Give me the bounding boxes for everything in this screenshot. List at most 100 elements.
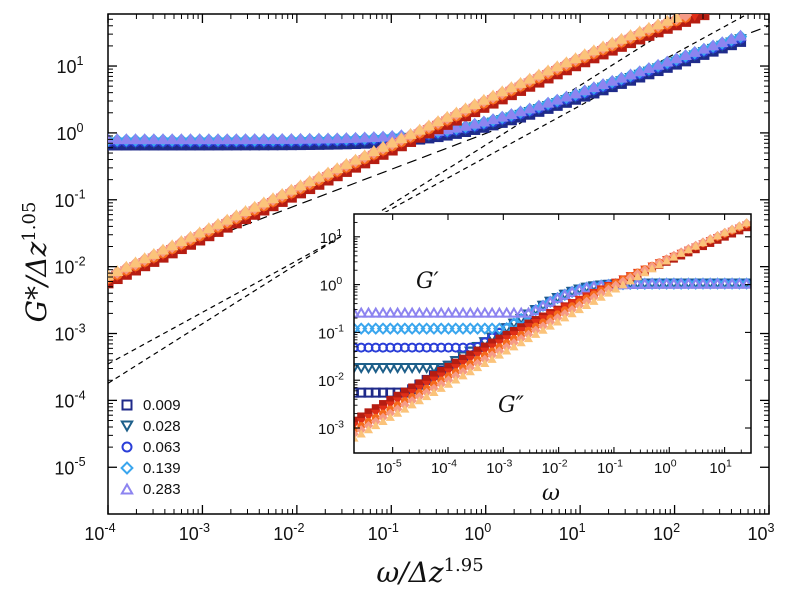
inset-point bbox=[459, 354, 468, 363]
main-point bbox=[605, 74, 619, 86]
main-point bbox=[211, 133, 225, 145]
main-point bbox=[376, 130, 390, 142]
main-point bbox=[605, 36, 619, 48]
main-point bbox=[376, 140, 390, 152]
inset-point bbox=[507, 306, 521, 318]
inset-point bbox=[407, 400, 417, 409]
main-point bbox=[202, 222, 216, 234]
inset-point bbox=[711, 277, 724, 289]
main-point bbox=[578, 48, 592, 60]
main-point bbox=[596, 77, 610, 89]
inset-point bbox=[443, 379, 454, 388]
inset-point bbox=[689, 277, 703, 289]
legend-label: 0.009 bbox=[143, 397, 181, 414]
main-point bbox=[560, 90, 573, 102]
main-point bbox=[358, 149, 372, 161]
main-point bbox=[330, 162, 344, 174]
main-point bbox=[679, 49, 692, 61]
main-x-tick-label: 10-2 bbox=[273, 521, 304, 544]
main-point bbox=[330, 132, 344, 144]
inset-point bbox=[603, 288, 614, 297]
main-point bbox=[303, 132, 317, 144]
inset-point bbox=[422, 375, 431, 384]
inset-point bbox=[393, 391, 402, 400]
inset-point bbox=[400, 387, 409, 396]
inset-point bbox=[502, 346, 512, 355]
inset-point bbox=[740, 277, 751, 289]
inset-point bbox=[638, 277, 652, 289]
main-x-tick-label: 10-3 bbox=[179, 521, 210, 544]
inset-point bbox=[386, 395, 395, 404]
main-point bbox=[294, 132, 307, 144]
inset-x-tick-label: 10-3 bbox=[486, 457, 512, 477]
main-x-tick-label: 102 bbox=[653, 521, 680, 544]
inset-point bbox=[647, 264, 657, 273]
inset-point bbox=[405, 363, 419, 375]
main-point bbox=[230, 209, 243, 221]
main-point bbox=[110, 264, 124, 276]
inset-point bbox=[495, 334, 504, 343]
main-point bbox=[706, 39, 720, 51]
main-point bbox=[587, 81, 601, 93]
inset-point bbox=[362, 363, 375, 375]
main-point bbox=[303, 175, 317, 187]
main-y-tick-label: 100 bbox=[56, 121, 83, 144]
inset-point bbox=[363, 425, 374, 434]
main-point bbox=[340, 132, 353, 144]
main-point bbox=[211, 217, 225, 229]
inset-point bbox=[436, 383, 446, 392]
main-point bbox=[156, 133, 170, 145]
main-y-tick-label: 10-5 bbox=[54, 455, 85, 478]
main-point bbox=[175, 234, 188, 246]
main-point bbox=[532, 68, 546, 80]
main-point bbox=[698, 14, 710, 21]
inset-x-tick-label: 100 bbox=[654, 457, 677, 477]
main-point bbox=[138, 133, 151, 145]
main-point bbox=[110, 133, 124, 145]
inset-point bbox=[480, 342, 489, 351]
inset-point bbox=[725, 277, 739, 289]
main-point bbox=[660, 55, 674, 67]
inset-point bbox=[618, 280, 628, 289]
inset-point bbox=[632, 272, 643, 281]
main-point bbox=[569, 52, 582, 64]
inset-y-tick-label: 10-3 bbox=[318, 418, 344, 438]
inset-data-points bbox=[354, 218, 751, 442]
inset-point bbox=[471, 306, 484, 318]
main-point bbox=[688, 45, 702, 57]
main-point bbox=[165, 133, 179, 145]
inset-point bbox=[357, 412, 366, 421]
main-point bbox=[615, 71, 628, 83]
inset-point bbox=[580, 281, 593, 293]
inset-point bbox=[733, 277, 746, 289]
inset-point bbox=[582, 300, 592, 309]
inset-point bbox=[631, 277, 644, 289]
inset-point bbox=[463, 306, 477, 318]
main-x-tick-label: 101 bbox=[559, 521, 586, 544]
main-point bbox=[385, 136, 399, 148]
main-point bbox=[285, 132, 298, 144]
main-point bbox=[312, 170, 326, 182]
inset-point bbox=[742, 218, 751, 227]
inset-point bbox=[376, 306, 390, 318]
inset-point bbox=[473, 346, 482, 355]
inset-point bbox=[478, 306, 492, 318]
main-point bbox=[697, 42, 711, 54]
inset-point bbox=[545, 321, 555, 330]
main-series-g-0-283 bbox=[108, 14, 683, 281]
main-point bbox=[459, 119, 472, 131]
inset-point bbox=[405, 306, 419, 318]
inset-y-tick-label: 100 bbox=[320, 275, 343, 295]
main-point bbox=[257, 133, 271, 145]
main-point bbox=[624, 29, 637, 41]
main-point bbox=[193, 226, 207, 238]
legend-label: 0.283 bbox=[143, 481, 181, 498]
inset-point bbox=[429, 387, 439, 396]
main-point bbox=[541, 64, 555, 76]
inset-point bbox=[538, 325, 548, 334]
inset-point bbox=[408, 383, 417, 392]
inset-point bbox=[451, 375, 461, 384]
inset-point bbox=[596, 292, 606, 301]
main-point bbox=[633, 25, 647, 37]
inset-point bbox=[413, 306, 426, 318]
